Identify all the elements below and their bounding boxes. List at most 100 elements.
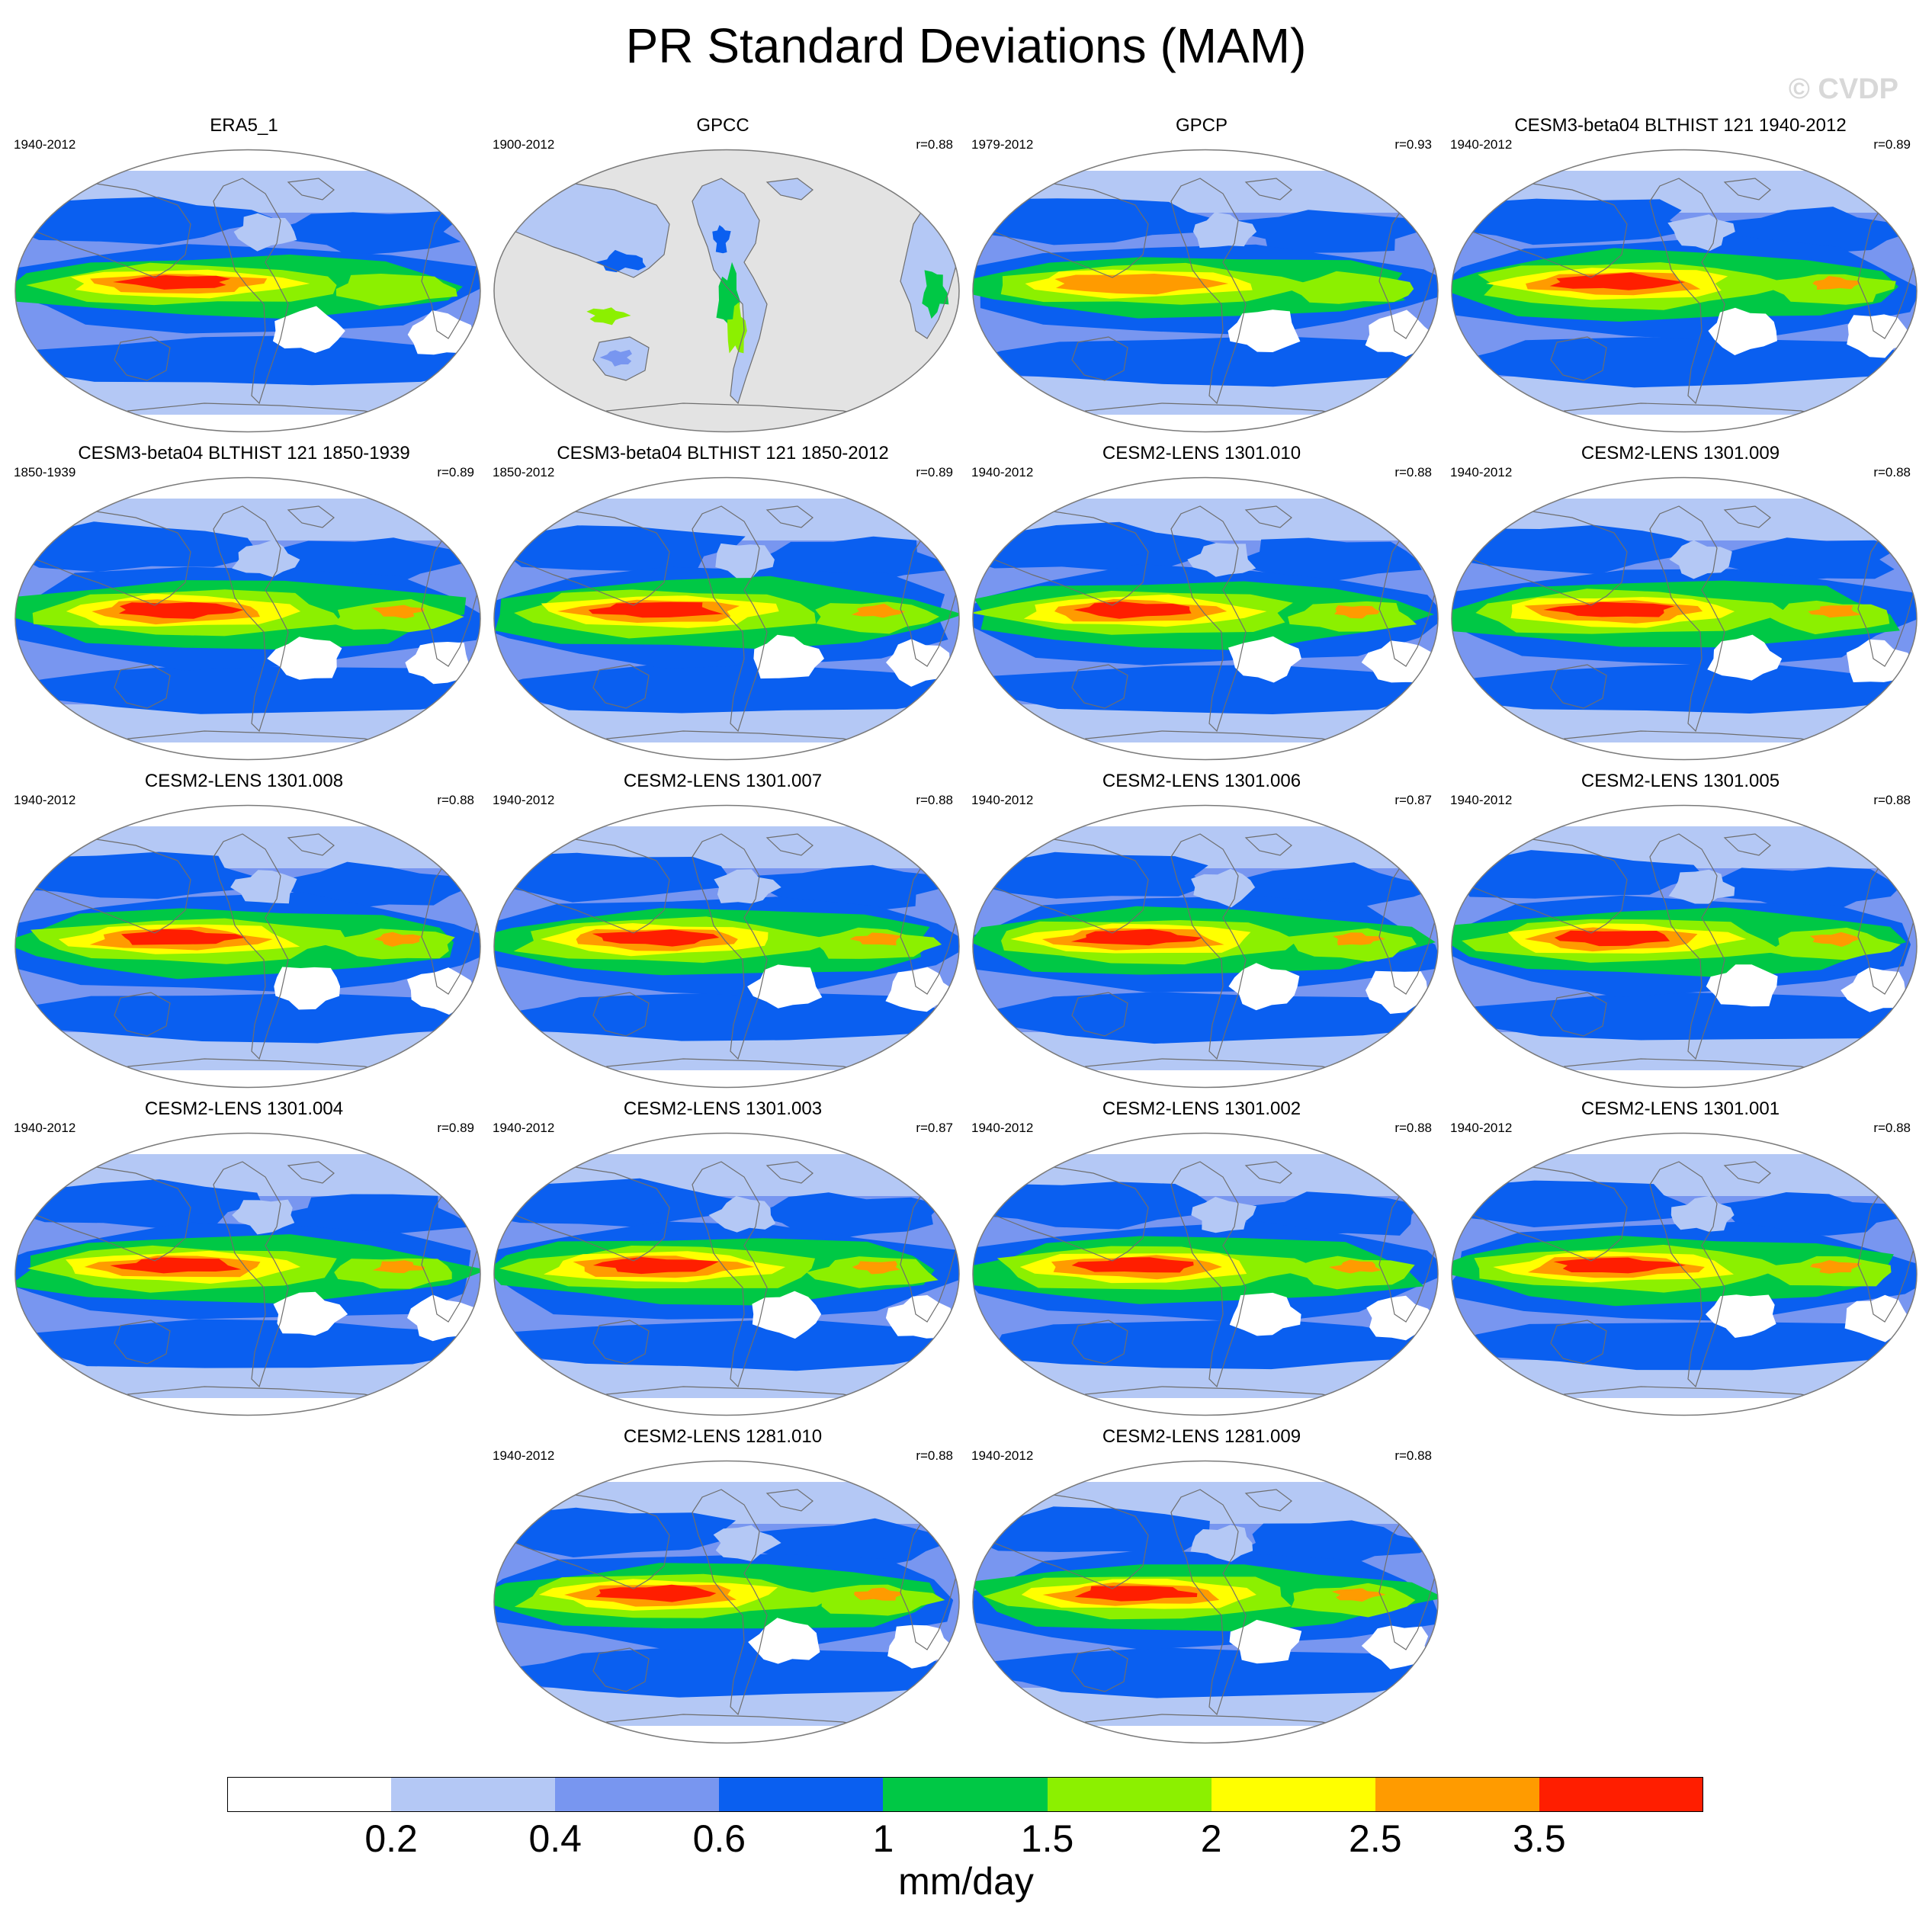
- colorbar-frame: [227, 1777, 1703, 1812]
- colorbar-swatch: [391, 1777, 556, 1812]
- map-panel: CESM2-LENS 1301.001 1940-2012 r=0.88: [1441, 1098, 1920, 1426]
- map-panel: CESM2-LENS 1281.009 1940-2012 r=0.88: [962, 1426, 1441, 1753]
- panel-period: 1940-2012: [1450, 137, 1513, 152]
- panel-period: 1940-2012: [493, 793, 555, 807]
- panel-title: CESM2-LENS 1301.003: [623, 1098, 823, 1119]
- panel-title: CESM2-LENS 1301.002: [1102, 1098, 1301, 1119]
- map-panel: CESM2-LENS 1301.003 1940-2012 r=0.87: [483, 1098, 962, 1426]
- map-panel: CESM2-LENS 1301.007 1940-2012 r=0.88: [483, 770, 962, 1098]
- map-panel: GPCP 1979-2012 r=0.93: [962, 114, 1441, 442]
- panel-pattern-correlation: r=0.88: [916, 1448, 953, 1463]
- colorbar-swatch: [1211, 1777, 1376, 1812]
- panel-pattern-correlation: r=0.88: [1394, 465, 1432, 479]
- colorbar-tick-label: 3.5: [1513, 1817, 1566, 1860]
- panel-pattern-correlation: r=0.89: [916, 465, 953, 479]
- precip-stddev-map: [1451, 476, 1918, 761]
- map-panel: CESM2-LENS 1301.005 1940-2012 r=0.88: [1441, 770, 1920, 1098]
- panel-title: CESM2-LENS 1301.006: [1102, 771, 1301, 791]
- precip-stddev-map: [493, 476, 960, 761]
- panel-period: 1940-2012: [14, 1121, 76, 1135]
- panel-title: CESM2-LENS 1281.009: [1102, 1426, 1301, 1447]
- colorbar-tick-label: 1.5: [1020, 1817, 1074, 1860]
- precip-stddev-map: [493, 1460, 960, 1744]
- panel-title: CESM2-LENS 1281.010: [623, 1426, 823, 1447]
- panel-pattern-correlation: r=0.88: [916, 137, 953, 152]
- colorbar-swatch: [883, 1777, 1048, 1812]
- precip-stddev-map: [972, 1460, 1439, 1744]
- map-panel: CESM2-LENS 1301.008 1940-2012 r=0.88: [5, 770, 483, 1098]
- panel-title: GPCC: [696, 115, 749, 136]
- colorbar-swatch: [555, 1777, 720, 1812]
- panel-pattern-correlation: r=0.87: [1394, 793, 1432, 807]
- colorbar-tick-label: 0.2: [364, 1817, 418, 1860]
- colorbar-swatch: [1047, 1777, 1212, 1812]
- precip-stddev-map: [1451, 149, 1918, 433]
- colorbar-tick-label: 1: [872, 1817, 894, 1860]
- map-panel: ERA5_1 1940-2012: [5, 114, 483, 442]
- panel-period: 1940-2012: [971, 1121, 1034, 1135]
- panel-pattern-correlation: r=0.87: [916, 1121, 953, 1135]
- map-panel: CESM2-LENS 1281.010 1940-2012 r=0.88: [483, 1426, 962, 1753]
- panel-pattern-correlation: r=0.88: [916, 793, 953, 807]
- precip-stddev-map: [493, 1132, 960, 1416]
- panel-pattern-correlation: r=0.89: [437, 465, 474, 479]
- panel-period: 1940-2012: [971, 465, 1034, 479]
- panel-period: 1940-2012: [1450, 793, 1513, 807]
- panel-period: 1940-2012: [971, 1448, 1034, 1463]
- panel-pattern-correlation: r=0.93: [1394, 137, 1432, 152]
- panel-pattern-correlation: r=0.88: [1394, 1448, 1432, 1463]
- precip-stddev-map: [14, 149, 481, 433]
- panel-period: 1940-2012: [1450, 1121, 1513, 1135]
- colorbar-unit-label: mm/day: [898, 1860, 1034, 1903]
- precip-stddev-map: [972, 804, 1439, 1089]
- panel-title: CESM2-LENS 1301.007: [623, 771, 823, 791]
- colorbar-swatch: [227, 1777, 392, 1812]
- panel-title: CESM2-LENS 1301.004: [144, 1098, 344, 1119]
- panel-title: CESM3-beta04 BLTHIST 121 1850-1939: [78, 443, 410, 463]
- figure-title: PR Standard Deviations (MAM): [625, 18, 1307, 73]
- precip-stddev-map: [1451, 1132, 1918, 1416]
- precip-stddev-map: [493, 149, 960, 433]
- colorbar-swatch: [1539, 1777, 1704, 1812]
- colorbar-tick-label: 0.4: [528, 1817, 582, 1860]
- panel-title: CESM2-LENS 1301.008: [144, 771, 344, 791]
- panel-pattern-correlation: r=0.88: [1873, 1121, 1911, 1135]
- panel-period: 1940-2012: [493, 1448, 555, 1463]
- panel-pattern-correlation: r=0.89: [437, 1121, 474, 1135]
- map-panel: CESM2-LENS 1301.002 1940-2012 r=0.88: [962, 1098, 1441, 1426]
- precip-stddev-map: [972, 1132, 1439, 1416]
- colorbar-tick-label: 2.5: [1349, 1817, 1402, 1860]
- precip-stddev-map: [972, 476, 1439, 761]
- colorbar-tick-label: 0.6: [692, 1817, 746, 1860]
- panel-title: CESM3-beta04 BLTHIST 121 1850-2012: [557, 443, 889, 463]
- panel-title: ERA5_1: [210, 115, 278, 136]
- panel-pattern-correlation: r=0.89: [1873, 137, 1911, 152]
- precip-stddev-map: [14, 1132, 481, 1416]
- panel-period: 1900-2012: [493, 137, 555, 152]
- panel-period: 1940-2012: [14, 137, 76, 152]
- precip-stddev-map: [14, 476, 481, 761]
- colorbar-swatch: [1375, 1777, 1540, 1812]
- map-panel: CESM3-beta04 BLTHIST 121 1940-2012 1940-2…: [1441, 114, 1920, 442]
- panel-title: CESM2-LENS 1301.010: [1102, 443, 1301, 463]
- precip-stddev-map: [493, 804, 960, 1089]
- panel-title: CESM3-beta04 BLTHIST 121 1940-2012: [1514, 115, 1847, 136]
- panel-title: CESM2-LENS 1301.001: [1581, 1098, 1780, 1119]
- panel-pattern-correlation: r=0.88: [1394, 1121, 1432, 1135]
- precip-stddev-map: [972, 149, 1439, 433]
- panel-title: GPCP: [1175, 115, 1228, 136]
- colorbar-tick-label: 2: [1200, 1817, 1222, 1860]
- map-panel: CESM2-LENS 1301.006 1940-2012 r=0.87: [962, 770, 1441, 1098]
- panel-period: 1940-2012: [493, 1121, 555, 1135]
- panel-title: CESM2-LENS 1301.005: [1581, 771, 1780, 791]
- map-panel: CESM3-beta04 BLTHIST 121 1850-1939 1850-1…: [5, 442, 483, 770]
- panel-period: 1940-2012: [14, 793, 76, 807]
- precip-stddev-map: [1451, 804, 1918, 1089]
- panel-period: 1940-2012: [971, 793, 1034, 807]
- panel-pattern-correlation: r=0.88: [1873, 465, 1911, 479]
- colorbar-swatch: [719, 1777, 884, 1812]
- map-panel: GPCC 1900-2012 r=0.88: [483, 114, 962, 442]
- panel-period: 1850-1939: [14, 465, 76, 479]
- map-panel: CESM2-LENS 1301.010 1940-2012 r=0.88: [962, 442, 1441, 770]
- panel-pattern-correlation: r=0.88: [1873, 793, 1911, 807]
